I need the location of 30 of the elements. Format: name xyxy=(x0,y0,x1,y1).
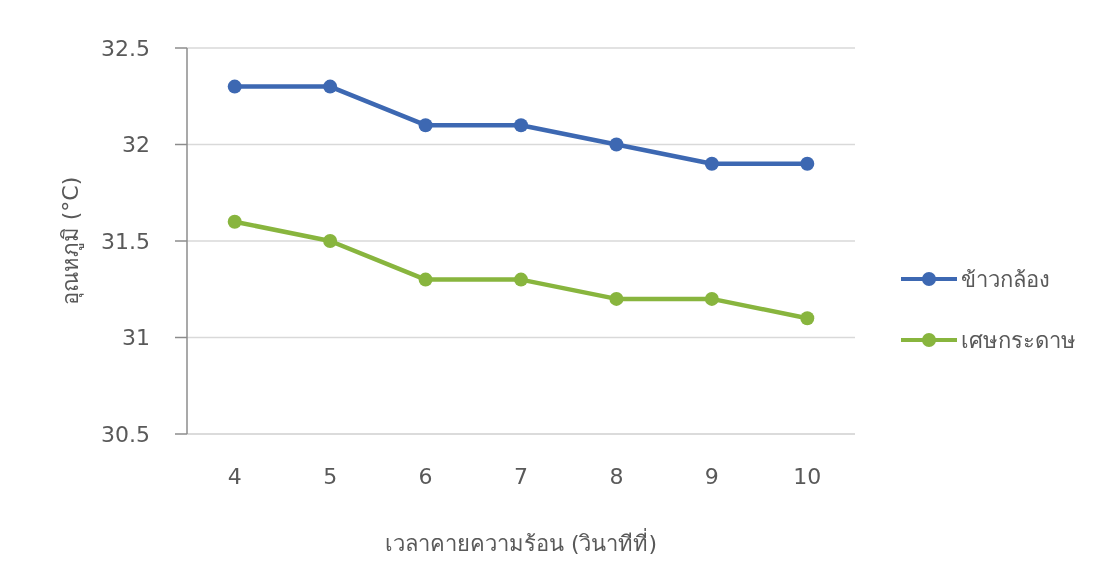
x-tick-label: 8 xyxy=(609,463,624,489)
point xyxy=(227,79,242,94)
point xyxy=(514,272,528,287)
y-axis-title: อุณหภูมิ (°C) xyxy=(57,176,84,306)
point xyxy=(418,272,433,287)
x-tick-label: 6 xyxy=(418,463,433,489)
point xyxy=(609,291,624,306)
y-tick-label: 31 xyxy=(122,325,150,351)
legend-label: ข้าวกล้อง xyxy=(961,265,1050,294)
point xyxy=(704,291,719,306)
legend-label: เศษกระดาษ xyxy=(961,326,1076,355)
point xyxy=(323,234,338,248)
point xyxy=(609,137,624,152)
y-tick-label: 32.5 xyxy=(101,35,150,61)
x-tick-label: 7 xyxy=(514,463,528,489)
x-axis-title: เวลาคายความร้อน (วินาทีที่) xyxy=(384,527,658,556)
x-tick-label: 5 xyxy=(323,463,338,489)
point xyxy=(800,156,815,171)
y-tick-label: 31.5 xyxy=(101,228,150,254)
x-tick-label: 9 xyxy=(704,463,719,489)
point xyxy=(323,79,338,94)
x-tick-label: 4 xyxy=(227,463,242,489)
y-tick-label: 30.5 xyxy=(101,421,150,447)
point xyxy=(514,118,528,133)
point xyxy=(418,118,433,133)
x-tick-label: 10 xyxy=(793,463,822,489)
point xyxy=(704,156,719,171)
point xyxy=(227,214,242,229)
y-tick-label: 32 xyxy=(122,132,150,158)
point xyxy=(800,311,815,326)
